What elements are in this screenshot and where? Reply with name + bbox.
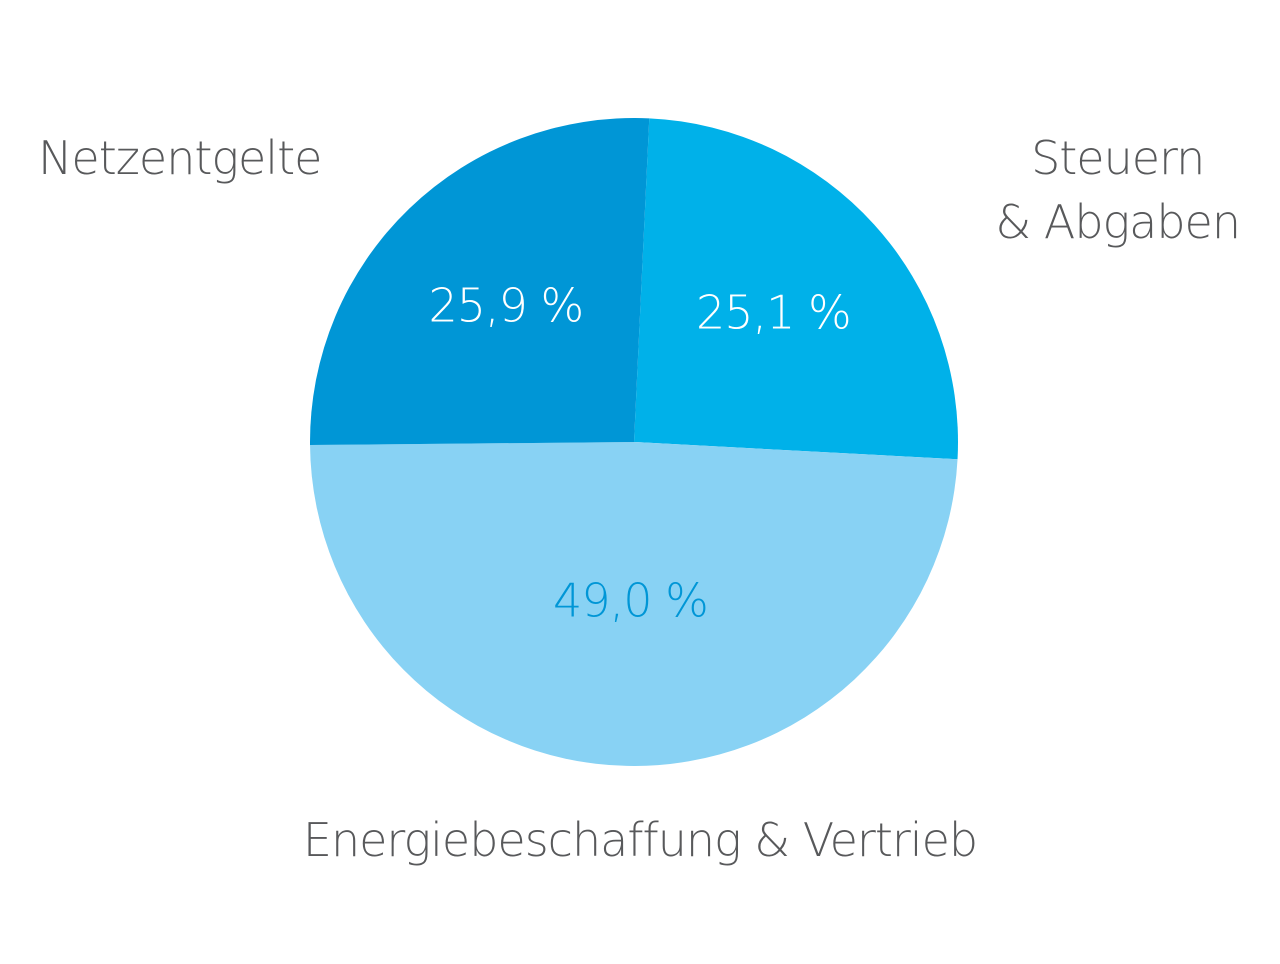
value-label-netzentgelte: 25,9 % [429,278,584,332]
category-label-energiebeschaffung-vertrieb: Energiebeschaffung & Vertrieb [302,813,978,867]
category-label-steuern-line-2: & Abgaben [995,195,1241,250]
value-label-energiebeschaffung-vertrieb: 49,0 % [553,573,708,627]
pie-slice-energiebeschaffung-vertrieb [310,442,958,766]
value-label-steuern-abgaben: 25,1 % [696,285,851,339]
category-label-steuern-line-1: Steuern [1031,131,1205,185]
category-label-netzentgelte: Netzentgelte [38,131,322,185]
pie-slice-steuern-abgaben [634,118,958,460]
category-label-steuern-abgaben: Steuern & Abgaben [995,126,1241,255]
pie-slice-netzentgelte [310,118,650,446]
